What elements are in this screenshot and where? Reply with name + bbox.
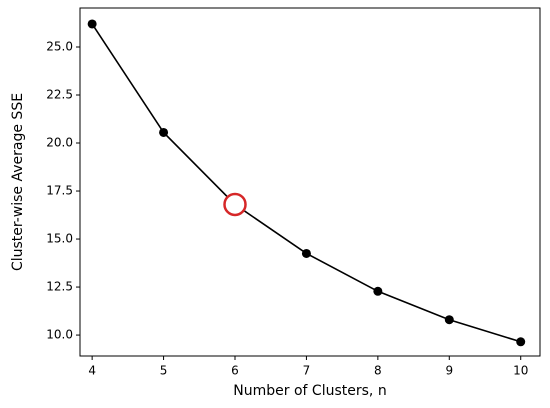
y-tick-label: 17.5 [46,184,73,198]
y-tick-label: 15.0 [46,232,73,246]
point [516,337,526,347]
y-tick-label: 10.0 [46,328,73,342]
x-tick-label: 7 [303,364,311,378]
y-tick-label: 25.0 [46,39,73,53]
y-tick-label: 22.5 [46,88,73,102]
highlight-marker [223,192,247,217]
x-tick-label: 9 [445,364,453,378]
point [301,248,311,258]
plot-frame [79,7,541,357]
y-tick-label: 20.0 [46,136,73,150]
y-axis-label: Cluster-wise Average SSE [10,93,26,271]
x-tick-label: 10 [513,364,528,378]
point [87,19,97,29]
x-tick-label: 8 [374,364,382,378]
point [373,286,383,296]
line [91,23,521,343]
point [444,315,454,325]
x-axis-label: Number of Clusters, n [233,383,386,399]
x-tick-label: 5 [160,364,168,378]
x-tick-label: 6 [231,364,239,378]
x-tick-label: 4 [88,364,96,378]
point [159,127,169,137]
y-tick-label: 12.5 [46,280,73,294]
